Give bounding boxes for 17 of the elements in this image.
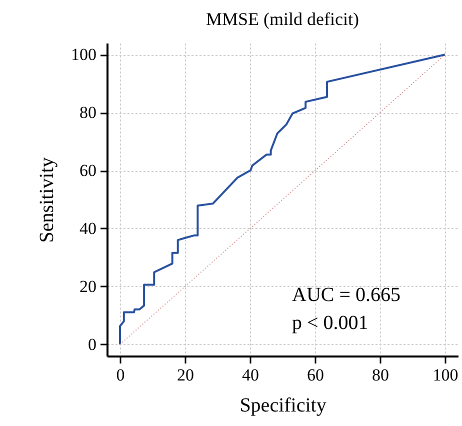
x-tick-label: 100 xyxy=(432,366,458,384)
x-tick-label: 40 xyxy=(242,366,259,384)
x-tick-label: 80 xyxy=(372,366,389,384)
x-axis-title: Specificity xyxy=(240,394,326,416)
y-axis-title: Sensitivity xyxy=(36,157,58,243)
y-tick-label: 0 xyxy=(88,334,96,354)
x-tick-label: 20 xyxy=(177,366,194,384)
y-tick-label: 80 xyxy=(80,103,96,122)
x-tick-label: 60 xyxy=(307,366,324,384)
x-tick-label: 0 xyxy=(116,366,125,384)
y-tick-label: 60 xyxy=(80,161,96,180)
y-tick-label: 20 xyxy=(80,276,96,296)
annotation: p < 0.001 xyxy=(292,312,368,334)
y-tick-label: 40 xyxy=(80,218,96,238)
y-tick-label: 100 xyxy=(71,45,96,64)
annotation: AUC = 0.665 xyxy=(292,284,401,306)
chart-title: MMSE (mild deficit) xyxy=(206,9,359,29)
